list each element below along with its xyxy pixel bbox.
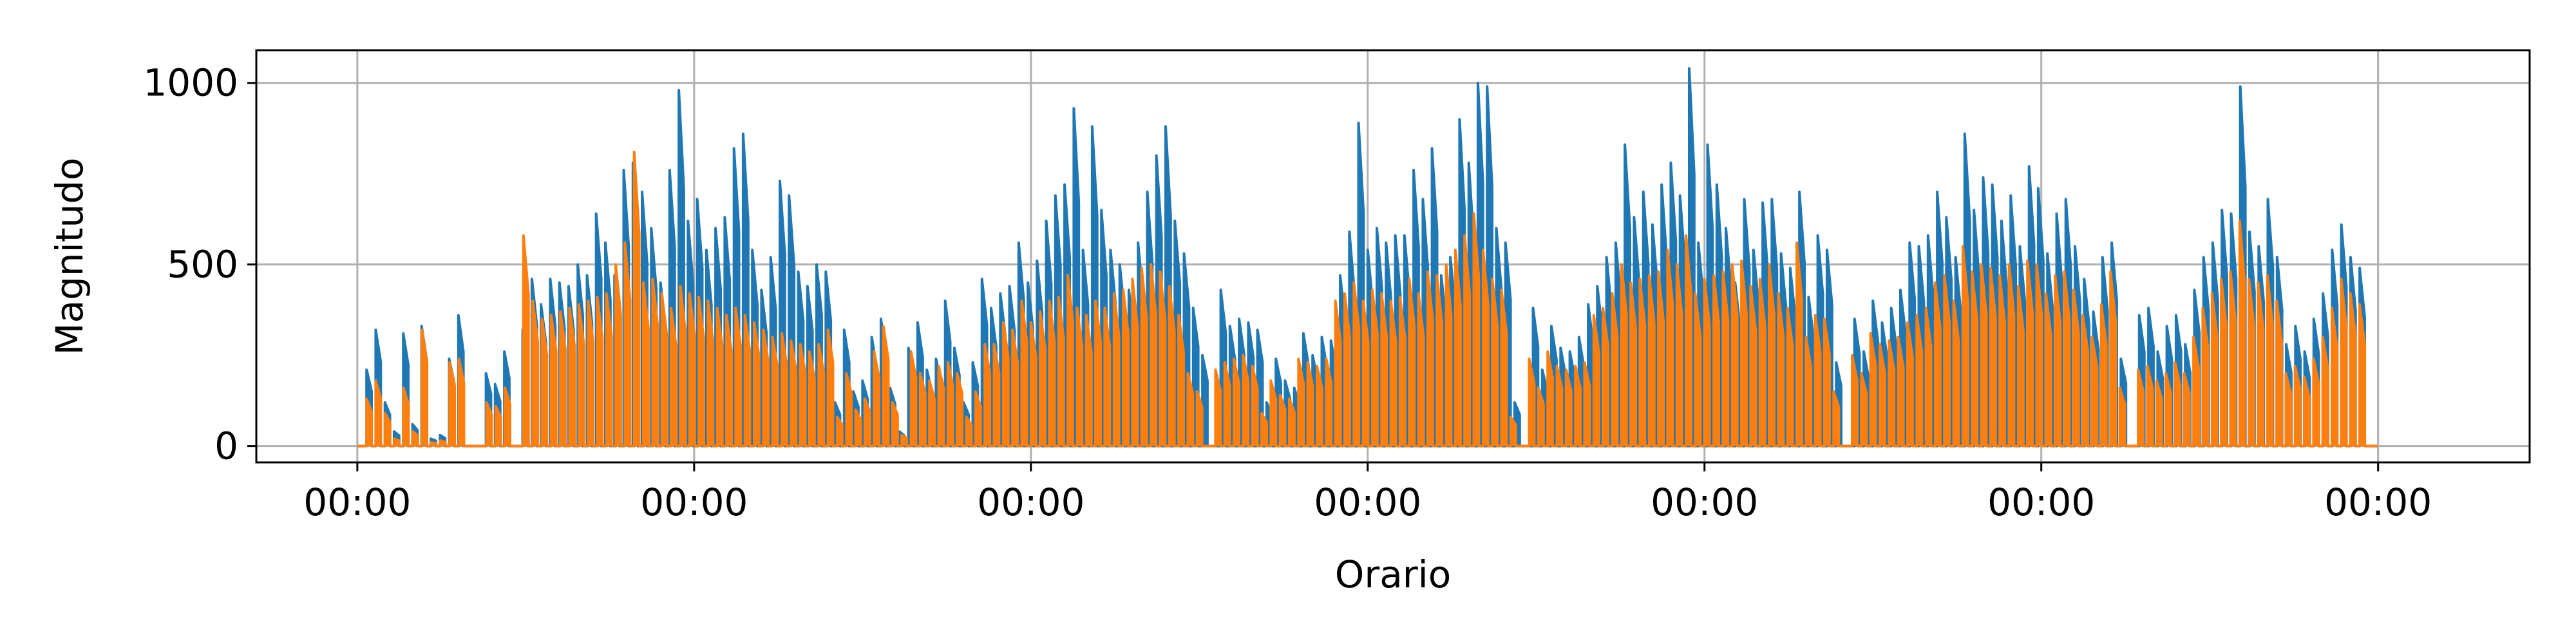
series-2-area bbox=[357, 151, 2378, 446]
x-tick-label: 00:00 bbox=[303, 480, 411, 524]
x-tick-label: 00:00 bbox=[1987, 480, 2095, 524]
x-tick-label: 00:00 bbox=[1651, 480, 1758, 524]
x-axis-label: Orario bbox=[1335, 553, 1452, 596]
x-tick-label: 00:00 bbox=[1314, 480, 1421, 524]
y-tick-label: 1000 bbox=[143, 61, 238, 105]
plot-frame bbox=[255, 49, 2531, 464]
x-tick-label: 00:00 bbox=[2324, 480, 2432, 524]
series-layer bbox=[357, 67, 2378, 448]
x-tick-label: 00:00 bbox=[977, 480, 1084, 524]
x-tick-label: 00:00 bbox=[640, 480, 748, 524]
y-tick-label: 0 bbox=[214, 424, 238, 468]
y-tick-label: 500 bbox=[167, 243, 238, 287]
y-axis-label: Magnitudo bbox=[48, 157, 91, 355]
ticks-layer: 00:00 00:00 00:00 00:00 00:00 00:00 00:00 0 500 1… bbox=[143, 61, 2432, 524]
series-2-line bbox=[357, 150, 2378, 448]
